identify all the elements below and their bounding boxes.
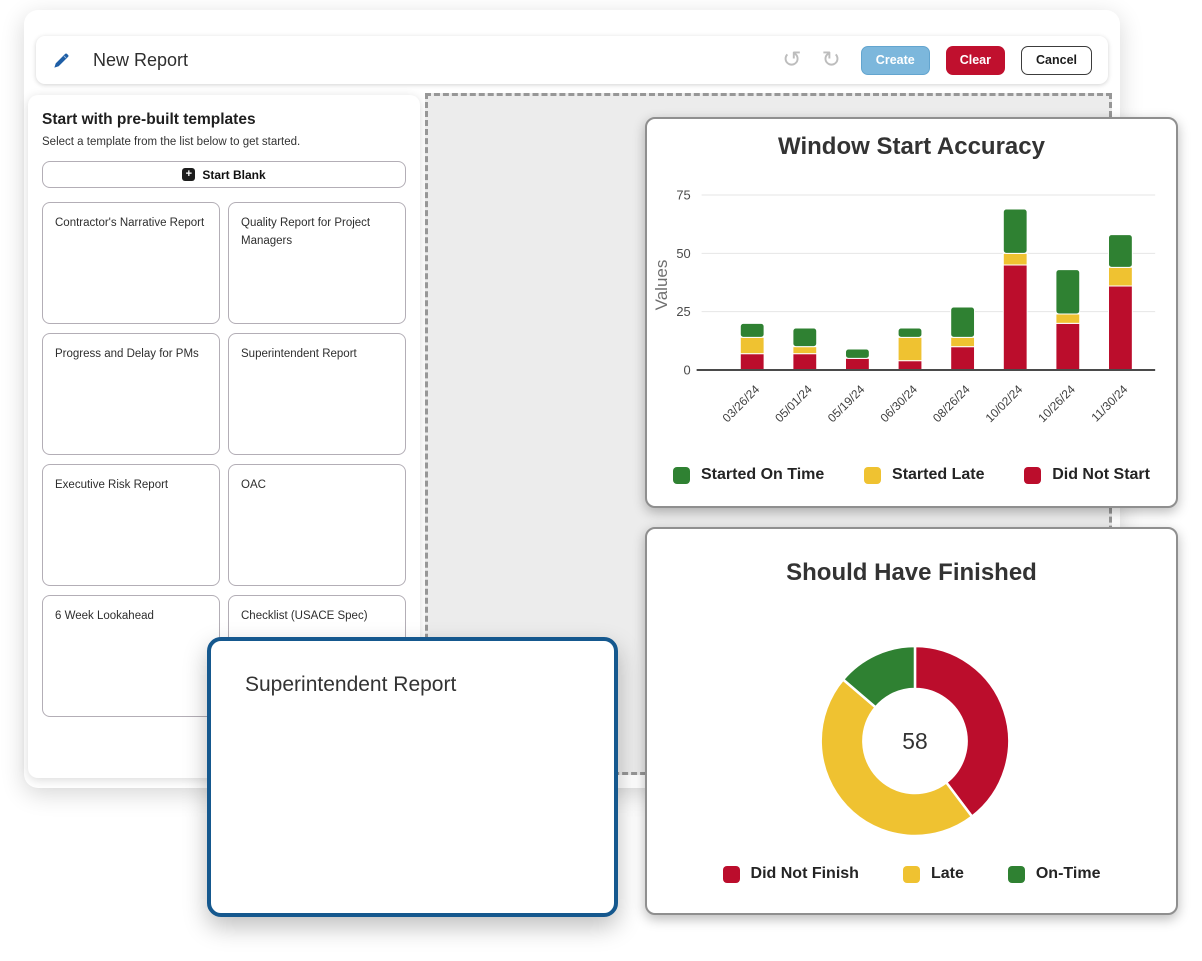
template-card[interactable]: Superintendent Report — [228, 333, 406, 455]
legend-item: Did Not Start — [1024, 466, 1150, 484]
legend-label: Started On Time — [701, 466, 825, 483]
donut-chart-legend: Did Not Finish Late On-Time — [647, 865, 1176, 883]
legend-item: Did Not Finish — [722, 865, 859, 883]
template-card[interactable]: OAC — [228, 464, 406, 586]
dragged-template-card[interactable]: Superintendent Report — [207, 637, 618, 917]
page-title: New Report — [93, 49, 189, 70]
template-card[interactable]: Progress and Delay for PMs — [42, 333, 220, 455]
svg-text:05/01/24: 05/01/24 — [772, 382, 815, 425]
donut-chart: 58 — [819, 644, 1011, 838]
legend-label: On-Time — [1035, 865, 1101, 882]
legend-swatch — [1007, 865, 1025, 883]
bar-chart-legend: Started On Time Started Late Did Not Start — [647, 466, 1176, 484]
svg-text:25: 25 — [676, 304, 690, 319]
undo-button[interactable]: ↺ — [782, 46, 802, 73]
legend-label: Started Late — [892, 466, 985, 483]
widget-should-have-finished[interactable]: Should Have Finished 58 Did Not Finish La… — [645, 527, 1178, 915]
svg-text:0: 0 — [683, 362, 690, 377]
redo-button[interactable]: ↻ — [821, 46, 841, 73]
legend-label: Did Not Finish — [750, 865, 859, 882]
donut-chart-title: Should Have Finished — [786, 559, 1037, 586]
legend-swatch — [673, 466, 690, 484]
template-card[interactable]: Quality Report for Project Managers — [228, 202, 406, 324]
legend-item: On-Time — [1007, 865, 1101, 883]
svg-text:03/26/24: 03/26/24 — [720, 382, 763, 425]
svg-text:06/30/24: 06/30/24 — [877, 382, 920, 425]
svg-text:Values: Values — [652, 260, 671, 311]
template-card[interactable]: 6 Week Lookahead — [42, 595, 220, 717]
svg-text:05/19/24: 05/19/24 — [825, 382, 868, 425]
legend-item: Started Late — [864, 466, 984, 484]
widget-window-start-accuracy[interactable]: Window Start Accuracy 0 25 50 75 03/26/24 05/… — [645, 117, 1178, 508]
dragged-template-label: Superintendent Report — [245, 673, 457, 696]
plus-icon: + — [182, 168, 196, 181]
svg-text:75: 75 — [676, 187, 690, 202]
sidebar-subtitle: Select a template from the list below to… — [42, 136, 301, 148]
legend-label: Late — [930, 865, 964, 882]
svg-text:08/26/24: 08/26/24 — [930, 382, 973, 425]
svg-text:10/26/24: 10/26/24 — [1035, 382, 1078, 425]
sidebar-title: Start with pre-built templates — [42, 111, 256, 128]
template-grid: Contractor's Narrative Report Quality Rep… — [42, 202, 406, 717]
header-bar: New Report ↺ ↻ Create Clear Cancel — [36, 36, 1108, 84]
pencil-icon — [52, 51, 71, 70]
template-card[interactable]: Executive Risk Report — [42, 464, 220, 586]
legend-swatch — [722, 865, 740, 883]
svg-text:50: 50 — [676, 246, 690, 261]
create-button[interactable]: Create — [860, 45, 930, 75]
clear-button[interactable]: Clear — [945, 45, 1005, 75]
stacked-bar-chart: 0 25 50 75 03/26/24 05/01/24 05/19/24 06/30/24 0… — [652, 187, 1156, 425]
svg-text:11/30/24: 11/30/24 — [1088, 382, 1130, 425]
bar-chart-title: Window Start Accuracy — [778, 133, 1045, 160]
legend-label: Did Not Start — [1052, 466, 1150, 483]
legend-item: Started On Time — [673, 466, 824, 484]
legend-swatch — [902, 865, 920, 883]
legend-swatch — [1024, 466, 1042, 484]
legend-item: Late — [902, 865, 964, 883]
cancel-button[interactable]: Cancel — [1021, 45, 1092, 75]
template-card[interactable]: Contractor's Narrative Report — [42, 202, 220, 324]
start-blank-button[interactable]: + Start Blank — [42, 161, 406, 188]
start-blank-label: Start Blank — [202, 167, 266, 182]
legend-swatch — [864, 466, 882, 484]
svg-text:10/02/24: 10/02/24 — [983, 382, 1026, 425]
svg-text:58: 58 — [902, 728, 927, 754]
